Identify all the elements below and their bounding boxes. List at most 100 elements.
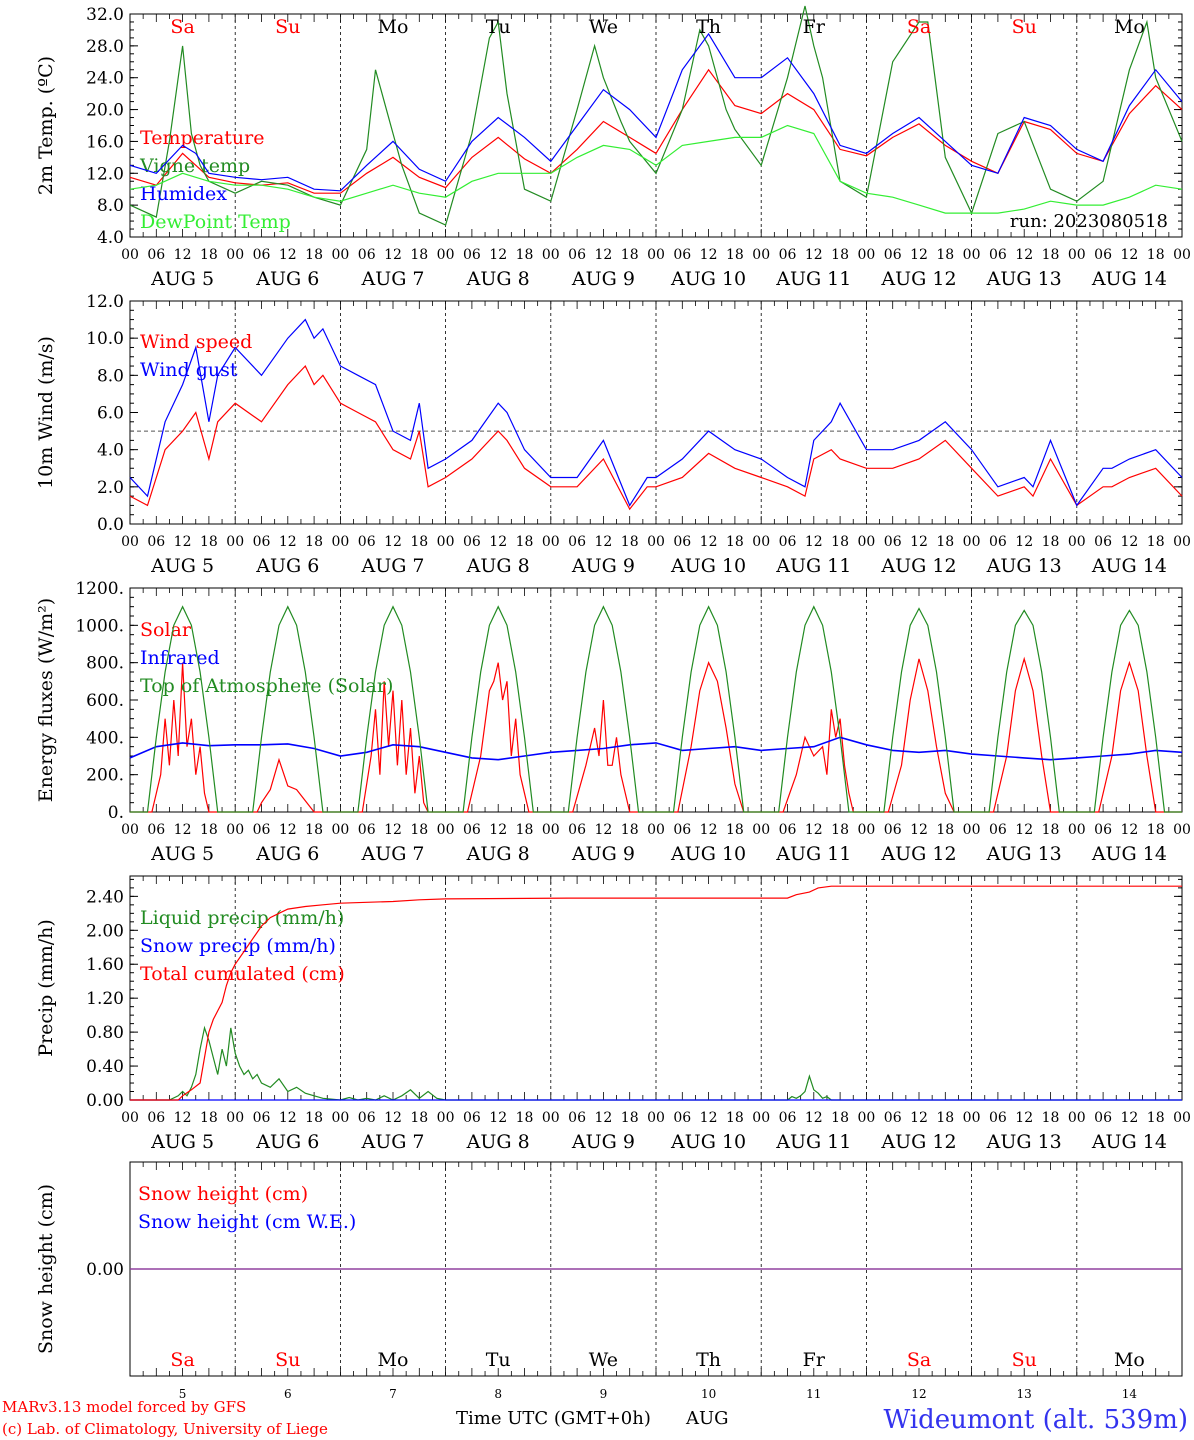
wind-ytick-label: 12.0 [86,292,124,312]
precip-ytick-label: 0.00 [86,1091,124,1111]
temp-hour-label: 18 [936,247,954,263]
snow-day-label: Su [1012,1349,1037,1371]
temp-date-label: AUG 12 [880,268,956,290]
energy-ytick-label: 600. [86,691,124,711]
precip-ytick-label: 1.60 [86,955,124,975]
energy-hour-label: 12 [489,822,507,838]
energy-date-label: AUG 13 [986,843,1062,865]
wind-hour-label: 06 [253,534,271,550]
precip-hour-label: 06 [463,1110,481,1126]
wind-hour-label: 18 [410,534,428,550]
wind-hour-label: 00 [963,534,981,550]
precip-hour-label: 06 [358,1110,376,1126]
precip-hour-label: 00 [1068,1110,1086,1126]
precip-panel: 0.00 0.40 0.80 1.20 1.60 2.00 2.40 Precip (mm/h… [35,875,1191,1153]
precip-hour-label: 12 [384,1110,402,1126]
precip-hour-label: 18 [726,1110,744,1126]
wind-date-label: AUG 9 [571,555,635,577]
temp-legend-entry: DewPoint Temp [140,211,291,233]
wind-hour-label: 00 [226,534,244,550]
wind-series-wind-gust [129,318,1183,507]
energy-date-label: AUG 9 [571,843,635,865]
temp-hour-label: 00 [857,247,875,263]
precip-hour-label: 12 [700,1110,718,1126]
temp-hour-label: 12 [1015,247,1033,263]
precip-hour-label: 00 [331,1110,349,1126]
temp-hour-label: 18 [621,247,639,263]
snow-day-label: Fr [803,1349,826,1371]
wind-ytick-label: 8.0 [97,366,124,386]
snow-date-number: 12 [911,1387,926,1401]
wind-hour-label: 18 [936,534,954,550]
precip-series-total-cumulated-cm- [130,885,1182,1101]
wind-hour-label: 18 [516,534,534,550]
snow-day-label: Tu [486,1349,511,1371]
precip-hour-label: 00 [647,1110,665,1126]
wind-legend-entry: Wind speed [140,331,252,353]
precip-hour-label: 12 [1015,1110,1033,1126]
temp-hour-label: 18 [831,247,849,263]
snow-date-number: 6 [284,1387,292,1401]
precip-hour-label: 00 [121,1110,139,1126]
wind-ylabel: 10m Wind (m/s) [35,336,57,489]
wind-hour-label: 18 [305,534,323,550]
wind-hour-label: 12 [700,534,718,550]
snow-date-number: 14 [1122,1387,1138,1401]
precip-series-liquid-precip-mm-h- [130,1025,1182,1101]
temp-hour-label: 12 [700,247,718,263]
wind-hour-label: 00 [331,534,349,550]
wind-date-label: AUG 12 [880,555,956,577]
snow-date-number: 5 [179,1387,187,1401]
temp-hour-label: 12 [279,247,297,263]
temp-hour-label: 06 [989,247,1007,263]
precip-hour-label: 18 [516,1110,534,1126]
energy-hour-label: 12 [1120,822,1138,838]
temp-ytick-label: 4.0 [97,228,124,248]
temp-hour-label: 00 [1173,247,1191,263]
temp-hour-label: 18 [1147,247,1165,263]
energy-date-label: AUG 11 [775,843,851,865]
snow-day-label: We [589,1349,618,1371]
temp-hour-label: 06 [147,247,165,263]
temp-date-label: AUG 14 [1091,268,1167,290]
precip-hour-label: 12 [910,1110,928,1126]
energy-hour-label: 00 [331,822,349,838]
temp-day-label: Mo [378,16,409,38]
energy-hour-label: 00 [647,822,665,838]
precip-hour-label: 12 [805,1110,823,1126]
wind-hour-label: 12 [279,534,297,550]
temp-hour-label: 00 [437,247,455,263]
temp-hour-label: 00 [331,247,349,263]
precip-date-label: AUG 14 [1091,1131,1167,1153]
wind-series-wind-speed [129,364,1183,511]
energy-series-solar [130,656,1182,813]
temp-hour-label: 12 [174,247,192,263]
temp-hour-label: 18 [410,247,428,263]
energy-hour-label: 00 [542,822,560,838]
precip-date-label: AUG 7 [360,1131,424,1153]
wind-frame [129,300,1183,525]
energy-hour-label: 00 [963,822,981,838]
wind-hour-label: 12 [384,534,402,550]
wind-hour-label: 12 [1015,534,1033,550]
temp-hour-label: 00 [647,247,665,263]
energy-frame [129,587,1183,813]
temp-ytick-label: 20.0 [86,101,124,121]
temp-ytick-label: 12.0 [86,164,124,184]
snow-ylabel: Snow height (cm) [35,1184,57,1354]
energy-date-label: AUG 12 [880,843,956,865]
energy-hour-label: 18 [936,822,954,838]
wind-hour-label: 00 [1173,534,1191,550]
temp-hour-label: 12 [910,247,928,263]
wind-hour-label: 06 [463,534,481,550]
temp-hour-label: 12 [594,247,612,263]
wind-date-label: AUG 7 [360,555,424,577]
wind-ytick-label: 2.0 [97,478,124,498]
precip-hour-label: 06 [779,1110,797,1126]
precip-date-label: AUG 12 [880,1131,956,1153]
temp-hour-label: 06 [358,247,376,263]
temp-date-label: AUG 8 [466,268,530,290]
temp-ytick-label: 32.0 [86,5,124,25]
temp-ytick-label: 24.0 [86,69,124,89]
